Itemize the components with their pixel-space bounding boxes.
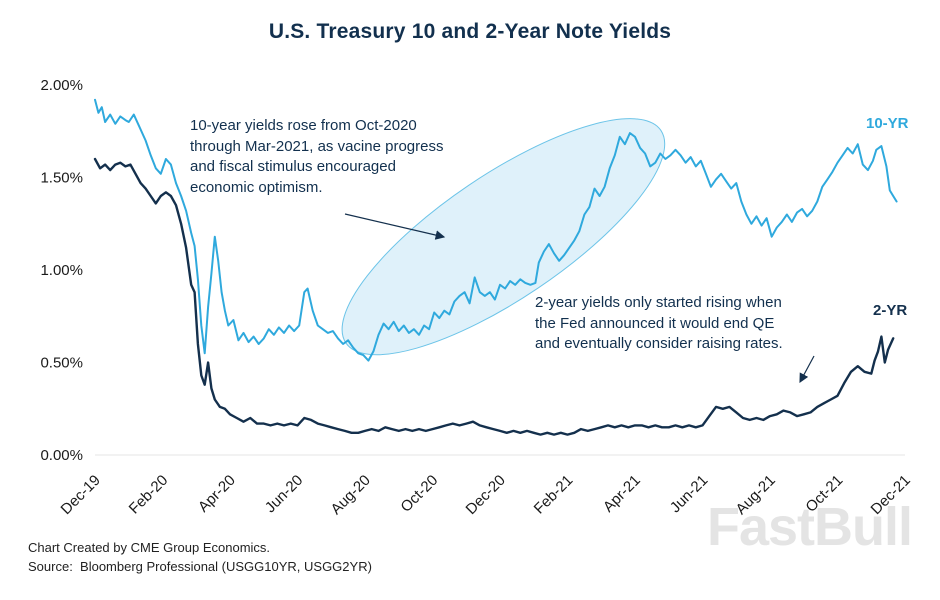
x-tick-label: Aug-20 xyxy=(328,472,374,518)
x-tick-label: Jun-20 xyxy=(262,472,306,516)
y-tick-label: 0.00% xyxy=(40,447,83,464)
series-line-10-yr xyxy=(94,98,898,362)
series-label-10yr: 10-YR xyxy=(866,115,909,132)
annotation-10yr-note: 10-year yields rose from Oct-2020 throug… xyxy=(190,117,444,197)
footer-credit: Chart Created by CME Group Economics. xyxy=(28,540,271,555)
y-tick-label: 1.00% xyxy=(40,262,83,279)
series-label-2yr: 2-YR xyxy=(873,302,908,319)
y-tick-label: 0.50% xyxy=(40,355,83,372)
x-tick-label: Apr-20 xyxy=(195,472,239,516)
x-tick-label: Dec-19 xyxy=(58,472,104,518)
x-tick-label: Dec-20 xyxy=(463,472,509,518)
series-line-2-yr xyxy=(93,157,895,436)
x-tick-label: Jun-21 xyxy=(667,472,711,516)
x-tick-label: Oct-20 xyxy=(397,472,441,516)
chart-title: U.S. Treasury 10 and 2-Year Note Yields xyxy=(268,20,672,43)
fastbull-watermark: FastBull xyxy=(706,497,913,557)
annotation-arrow-10yr xyxy=(344,213,446,240)
y-tick-label: 2.00% xyxy=(40,77,83,94)
annotation-2yr-note: 2-year yields only started rising when t… xyxy=(535,294,783,353)
x-tick-label: Feb-21 xyxy=(531,472,577,518)
footer-source: Source: Bloomberg Professional (USGG10YR… xyxy=(28,559,372,574)
x-tick-label: Feb-20 xyxy=(126,472,172,518)
annotation-arrow-2yr xyxy=(799,355,815,384)
x-tick-label: Apr-21 xyxy=(600,472,644,516)
y-tick-label: 1.50% xyxy=(40,170,83,187)
